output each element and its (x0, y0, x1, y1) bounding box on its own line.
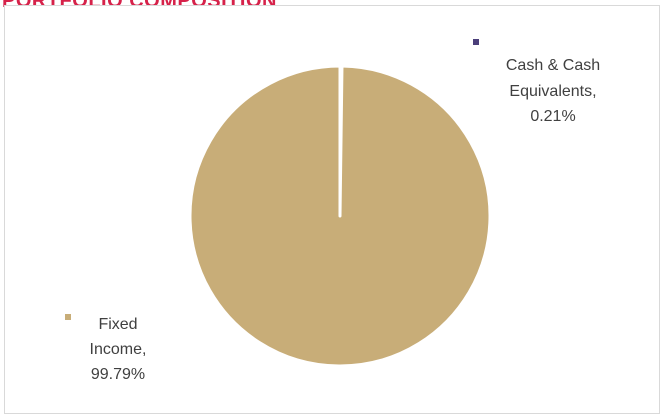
data-label-cash-cash-equivalents-line-1: Cash & Cash (506, 57, 600, 74)
data-label-cash-cash-equivalents-line-2: Equivalents, (509, 83, 596, 100)
data-label-fixed-income-line-1: Fixed (98, 316, 137, 333)
data-label-fixed-income-line-2: Income, (90, 341, 147, 358)
data-label-fixed-income-line-3: 99.79% (91, 366, 145, 383)
legend-marker-cash-cash-equivalents (473, 39, 479, 45)
data-label-cash-cash-equivalents-line-3: 0.21% (530, 108, 575, 125)
pie-slice-fixed-income (188, 64, 492, 368)
legend-marker-fixed-income (65, 314, 71, 320)
